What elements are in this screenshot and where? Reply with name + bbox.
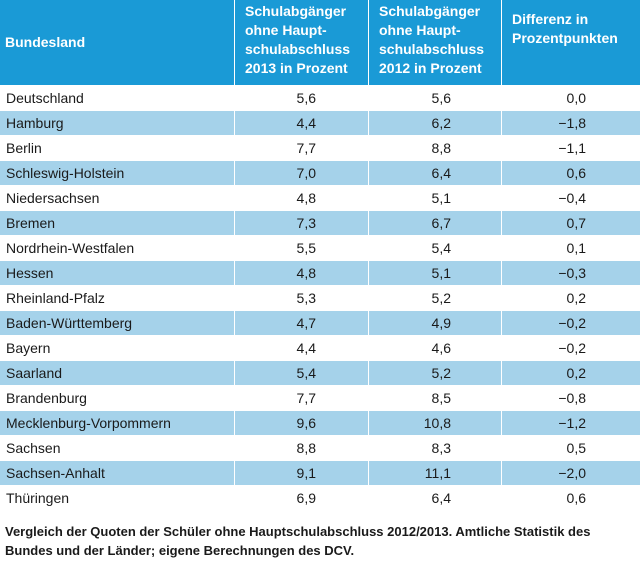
cell-2013: 8,8: [234, 435, 368, 461]
cell-2013: 5,5: [234, 235, 368, 261]
header-differenz: Differenz in Prozentpunkten: [501, 0, 640, 85]
cell-2012: 6,2: [368, 110, 501, 136]
cell-differenz: 0,6: [501, 160, 640, 186]
cell-2012: 6,4: [368, 485, 501, 511]
cell-bundesland: Thüringen: [6, 490, 70, 506]
table-row: Brandenburg 7,7 8,5 −0,8: [0, 385, 640, 411]
header-2013: Schulabgänger ohne Haupt- schulabschluss…: [234, 0, 368, 85]
cell-differenz: 0,2: [501, 285, 640, 311]
table-row: Bremen 7,3 6,7 0,7: [0, 210, 640, 236]
cell-bundesland: Sachsen: [6, 440, 61, 456]
cell-bundesland: Brandenburg: [6, 390, 87, 406]
cell-2013: 4,4: [234, 110, 368, 136]
header-bundesland-label: Bundesland: [5, 34, 86, 50]
cell-2012: 8,5: [368, 385, 501, 411]
cell-2013: 7,0: [234, 160, 368, 186]
table-row: Mecklenburg-Vorpommern 9,6 10,8 −1,2: [0, 410, 640, 436]
table-caption: Vergleich der Quoten der Schüler ohne Ha…: [5, 524, 591, 558]
cell-2013: 7,7: [234, 385, 368, 411]
header-2013-label: Schulabgänger ohne Haupt- schulabschluss…: [245, 3, 351, 76]
cell-bundesland: Hamburg: [6, 115, 64, 131]
cell-2012: 5,4: [368, 235, 501, 261]
cell-differenz: −1,1: [501, 135, 640, 161]
cell-bundesland: Deutschland: [6, 90, 84, 106]
cell-differenz: −1,2: [501, 410, 640, 436]
cell-bundesland: Hessen: [6, 265, 54, 281]
cell-2013: 9,1: [234, 460, 368, 486]
cell-2012: 8,3: [368, 435, 501, 461]
table-row: Thüringen 6,9 6,4 0,6: [0, 485, 640, 511]
cell-2013: 5,4: [234, 360, 368, 386]
cell-bundesland: Berlin: [6, 140, 42, 156]
cell-differenz: −2,0: [501, 460, 640, 486]
cell-differenz: −0,8: [501, 385, 640, 411]
table-row: Rheinland-Pfalz 5,3 5,2 0,2: [0, 285, 640, 311]
cell-bundesland: Rheinland-Pfalz: [6, 290, 105, 306]
cell-2013: 7,7: [234, 135, 368, 161]
table-header: Bundesland Schulabgänger ohne Haupt- sch…: [0, 0, 640, 85]
table-row: Sachsen-Anhalt 9,1 11,1 −2,0: [0, 460, 640, 486]
cell-differenz: 0,1: [501, 235, 640, 261]
cell-differenz: 0,0: [501, 85, 640, 111]
table-row: Niedersachsen 4,8 5,1 −0,4: [0, 185, 640, 211]
cell-bundesland: Mecklenburg-Vorpommern: [6, 415, 171, 431]
cell-differenz: 0,2: [501, 360, 640, 386]
cell-2012: 5,1: [368, 185, 501, 211]
cell-bundesland: Niedersachsen: [6, 190, 100, 206]
cell-differenz: −0,2: [501, 335, 640, 361]
header-differenz-label: Differenz in Prozentpunkten: [512, 11, 618, 46]
cell-2013: 5,3: [234, 285, 368, 311]
table-row: Nordrhein-Westfalen 5,5 5,4 0,1: [0, 235, 640, 261]
table-row: Schleswig-Holstein 7,0 6,4 0,6: [0, 160, 640, 186]
cell-2012: 10,8: [368, 410, 501, 436]
cell-2013: 4,4: [234, 335, 368, 361]
header-2012-label: Schulabgänger ohne Haupt- schulabschluss…: [379, 3, 485, 76]
header-bundesland: Bundesland: [0, 0, 234, 85]
cell-2012: 11,1: [368, 460, 501, 486]
cell-2013: 4,8: [234, 260, 368, 286]
table-row: Baden-Württemberg 4,7 4,9 −0,2: [0, 310, 640, 336]
header-2012: Schulabgänger ohne Haupt- schulabschluss…: [368, 0, 501, 85]
table-row: Hessen 4,8 5,1 −0,3: [0, 260, 640, 286]
table-row: Deutschland 5,6 5,6 0,0: [0, 85, 640, 111]
cell-bundesland: Baden-Württemberg: [6, 315, 133, 331]
table-row: Berlin 7,7 8,8 −1,1: [0, 135, 640, 161]
cell-2012: 8,8: [368, 135, 501, 161]
cell-2013: 5,6: [234, 85, 368, 111]
cell-2012: 4,6: [368, 335, 501, 361]
cell-2012: 5,2: [368, 360, 501, 386]
cell-2013: 9,6: [234, 410, 368, 436]
cell-differenz: 0,6: [501, 485, 640, 511]
cell-bundesland: Nordrhein-Westfalen: [6, 240, 135, 256]
cell-differenz: −1,8: [501, 110, 640, 136]
data-table: Bundesland Schulabgänger ohne Haupt- sch…: [0, 0, 640, 511]
table-row: Sachsen 8,8 8,3 0,5: [0, 435, 640, 461]
cell-bundesland: Saarland: [6, 365, 63, 381]
table-body: Deutschland 5,6 5,6 0,0 Hamburg 4,4 6,2 −1,8 Ber…: [0, 85, 640, 511]
cell-differenz: −0,4: [501, 185, 640, 211]
cell-bundesland: Sachsen-Anhalt: [6, 465, 105, 481]
cell-bundesland: Bayern: [6, 340, 51, 356]
table-row: Bayern 4,4 4,6 −0,2: [0, 335, 640, 361]
cell-2012: 5,2: [368, 285, 501, 311]
cell-2012: 4,9: [368, 310, 501, 336]
cell-bundesland: Bremen: [6, 215, 56, 231]
table-row: Hamburg 4,4 6,2 −1,8: [0, 110, 640, 136]
cell-differenz: −0,3: [501, 260, 640, 286]
cell-2013: 4,7: [234, 310, 368, 336]
cell-2012: 6,7: [368, 210, 501, 236]
cell-differenz: −0,2: [501, 310, 640, 336]
cell-2012: 5,1: [368, 260, 501, 286]
cell-2013: 7,3: [234, 210, 368, 236]
cell-2012: 5,6: [368, 85, 501, 111]
cell-bundesland: Schleswig-Holstein: [6, 165, 125, 181]
cell-2012: 6,4: [368, 160, 501, 186]
cell-differenz: 0,7: [501, 210, 640, 236]
table-row: Saarland 5,4 5,2 0,2: [0, 360, 640, 386]
cell-differenz: 0,5: [501, 435, 640, 461]
cell-2013: 6,9: [234, 485, 368, 511]
cell-2013: 4,8: [234, 185, 368, 211]
